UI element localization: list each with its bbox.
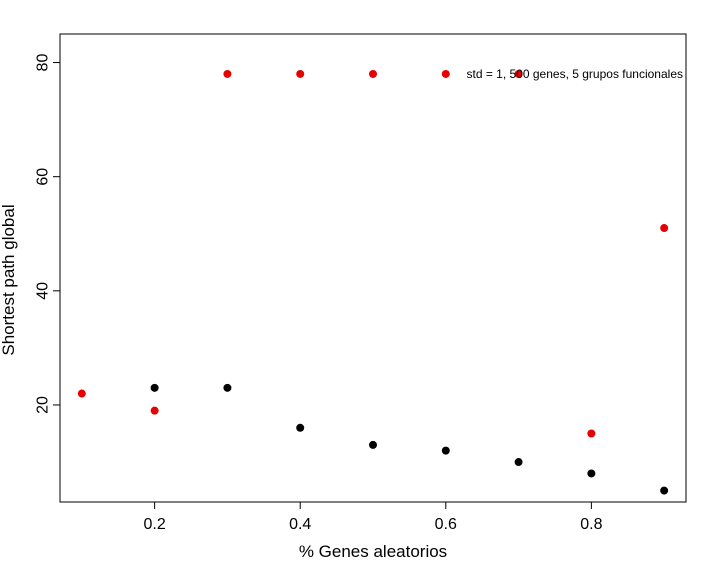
black-point [587,469,596,478]
x-tick-label: 0.6 [435,516,457,533]
y-axis-label: Shortest path global [0,204,18,355]
x-tick-label: 0.4 [289,516,311,533]
plot-annotation: std = 1, 500 genes, 5 grupos funcionales [467,67,684,81]
red-point [77,389,86,398]
black-point [441,446,450,455]
red-point [441,69,450,78]
y-tick-label: 40 [35,282,52,300]
black-point [296,423,305,432]
red-point [660,224,669,233]
black-point [150,383,159,392]
y-axis: 20 40 60 80 [35,54,60,414]
x-axis: 0.2 0.4 0.6 0.8 [144,502,603,533]
red-point [150,406,159,415]
red-point [369,69,377,78]
red-point [514,69,523,78]
x-axis-label: % Genes aleatorios [299,542,447,561]
black-point [660,486,669,495]
plot-box [59,33,687,503]
data-points [77,69,669,495]
black-point [369,440,377,449]
black-point [223,383,232,392]
y-tick-label: 80 [35,54,52,72]
x-tick-label: 0.2 [144,516,166,533]
red-point [587,429,596,438]
y-tick-label: 60 [35,168,52,186]
y-tick-label: 20 [35,396,52,414]
red-point [223,69,232,78]
red-point [296,69,305,78]
x-tick-label: 0.8 [580,516,602,533]
black-point [514,458,523,467]
